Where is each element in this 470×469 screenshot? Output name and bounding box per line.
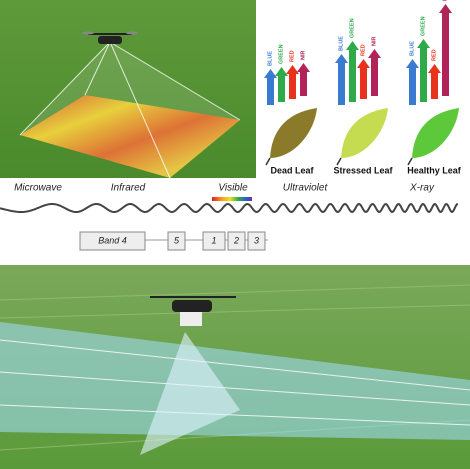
arrow-shaft: [420, 48, 427, 102]
leaf-label: Stressed Leaf: [333, 165, 393, 175]
band-label: NIR: [300, 51, 306, 61]
wave: [0, 202, 459, 214]
band-label: 2: [233, 235, 239, 245]
arrow-head: [368, 49, 381, 58]
arrow-shaft: [371, 58, 378, 96]
arrow-head: [417, 39, 430, 48]
arrow-shaft: [431, 73, 438, 99]
spectrum: Microwave Infrared Visible Ultraviolet X-ray…: [0, 183, 459, 251]
band-label: GREEN: [349, 18, 355, 38]
arrow-head: [428, 64, 441, 73]
band-box: [202, 231, 226, 251]
leaf-stem: [336, 157, 342, 166]
leaf: [270, 108, 317, 158]
band-label: BLUE: [338, 36, 344, 51]
spectrum-region: X-ray: [409, 183, 435, 194]
band-label: Band 4: [98, 235, 127, 245]
band-label: 1: [211, 235, 216, 245]
arrow-head: [406, 59, 419, 68]
spectrum-region: Ultraviolet: [283, 183, 329, 194]
spectrum-region: Infrared: [111, 183, 146, 194]
band-label: 3: [254, 235, 259, 245]
band-label: NIR: [442, 0, 448, 1]
band-label: RED: [289, 50, 295, 62]
arrow-head: [297, 63, 310, 72]
arrow-shaft: [278, 76, 285, 102]
drone-spray-photo: [0, 265, 470, 469]
arrow-head: [346, 41, 359, 50]
leaf: [341, 108, 388, 158]
leaf-stem: [265, 157, 271, 166]
arrow-shaft: [360, 68, 367, 99]
band-label: GREEN: [420, 16, 426, 36]
band-label: RED: [360, 44, 366, 56]
arrow-shaft: [267, 78, 274, 105]
leaf-label: Dead Leaf: [270, 165, 314, 175]
leaf-stem: [407, 157, 413, 166]
arrow-head: [357, 59, 370, 68]
arrow-shaft: [442, 13, 449, 96]
arrow-head: [264, 69, 277, 78]
spectrum-region: Visible: [218, 183, 248, 194]
spectrum-region: Microwave: [14, 183, 62, 194]
band-label: BLUE: [267, 51, 273, 66]
band-box: [167, 231, 186, 251]
leaf-reflectance-panel: BLUE GREEN RED NIR Dead Leaf BLUE GREEN RED NIR S…: [256, 0, 470, 180]
band-box: [247, 231, 266, 251]
arrow-shaft: [300, 72, 307, 96]
band-box: [79, 231, 146, 251]
arrow-shaft: [409, 68, 416, 105]
arrow-head: [335, 54, 348, 63]
band-label: NIR: [371, 37, 377, 47]
band-label: BLUE: [409, 41, 415, 56]
leaf-label: Healthy Leaf: [407, 165, 462, 175]
arrow-head: [275, 67, 288, 76]
drone-survey-photo: [0, 0, 256, 179]
leaf: [412, 108, 459, 158]
band-box: [227, 231, 246, 251]
arrow-shaft: [289, 74, 296, 99]
arrow-shaft: [349, 50, 356, 102]
band-label: GREEN: [278, 44, 284, 64]
band-label: RED: [431, 49, 437, 61]
arrow-shaft: [338, 63, 345, 105]
arrow-head: [286, 65, 299, 74]
band-label: 5: [174, 235, 180, 245]
arrow-head: [439, 4, 452, 13]
